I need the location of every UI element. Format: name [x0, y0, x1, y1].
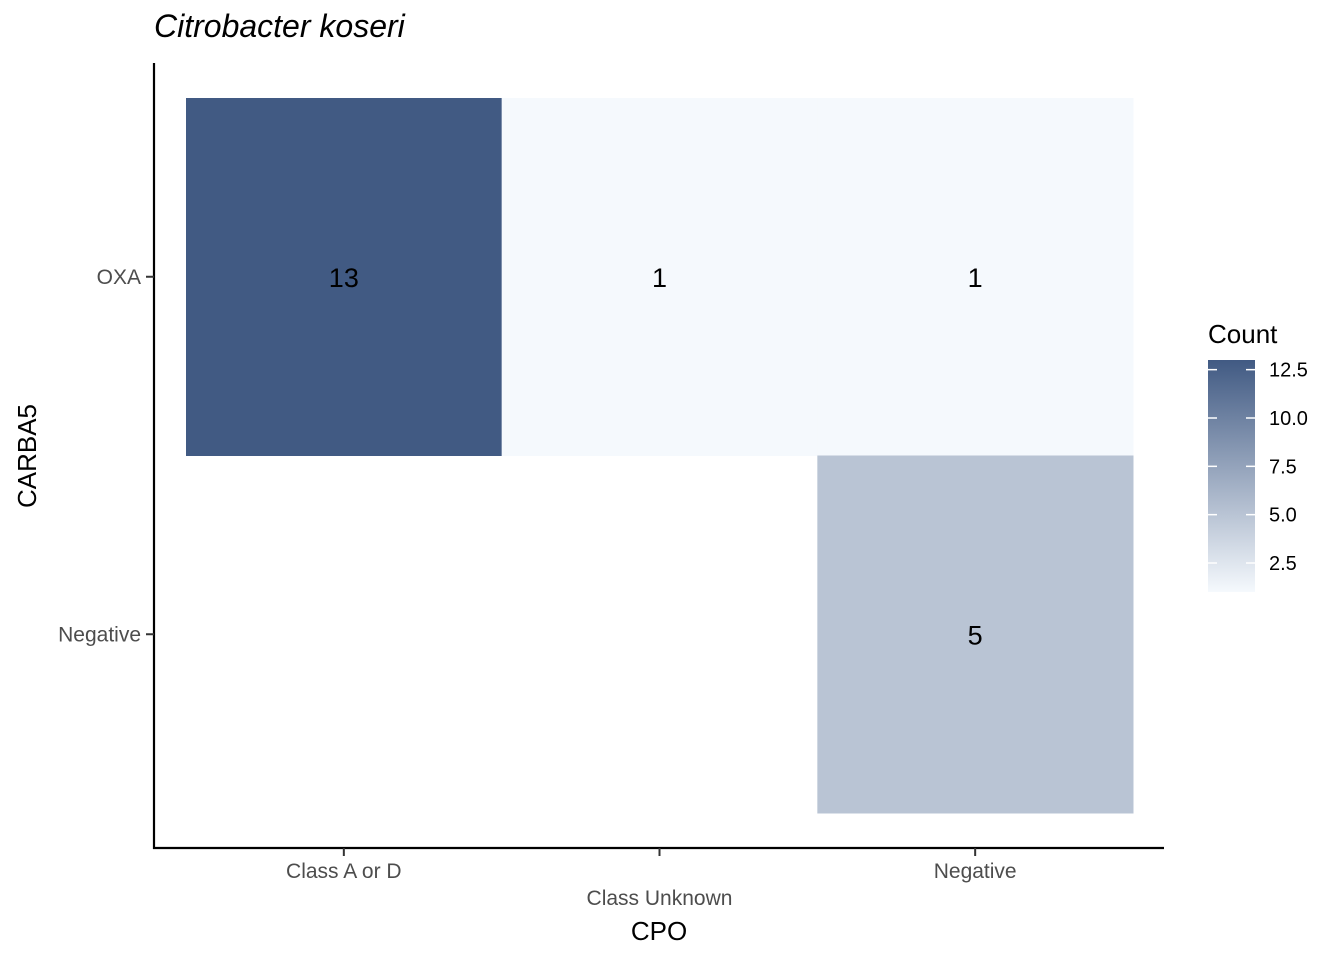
- heatmap-cell: [501, 98, 818, 456]
- legend-tick-label: 2.5: [1269, 553, 1297, 575]
- y-tick-label: Negative: [58, 623, 141, 646]
- legend-tick-label: 7.5: [1269, 456, 1297, 478]
- heatmap-cell: [817, 98, 1134, 456]
- chart-title: Citrobacter koseri: [154, 8, 405, 44]
- x-axis-ticks: Class A or D Class Unknown Negative: [286, 848, 1017, 910]
- legend: Count 2.5 5.0 7.5 10.0 12.5: [1208, 319, 1308, 592]
- y-axis-ticks: OXA Negative: [58, 266, 154, 646]
- legend-tick-label: 12.5: [1269, 360, 1308, 382]
- legend-title: Count: [1208, 319, 1278, 349]
- y-tick-label: OXA: [97, 266, 141, 289]
- heatmap-cell-labels: 13 1 1 5: [329, 263, 983, 651]
- x-tick-label: Class Unknown: [587, 887, 733, 910]
- x-tick-label: Class A or D: [286, 860, 402, 883]
- legend-ticks: 2.5 5.0 7.5 10.0 12.5: [1208, 360, 1308, 575]
- heatmap-cell: [186, 98, 503, 456]
- heatmap-cell: [817, 455, 1134, 814]
- x-tick-label: Negative: [934, 860, 1017, 883]
- legend-tick-label: 5.0: [1269, 505, 1297, 527]
- cell-value-label: 1: [652, 263, 667, 293]
- y-axis-title: CARBA5: [12, 404, 42, 508]
- cell-value-label: 13: [329, 263, 359, 293]
- legend-tick-label: 10.0: [1269, 408, 1308, 430]
- legend-colorbar: [1208, 360, 1255, 592]
- x-axis-title: CPO: [631, 916, 687, 946]
- cell-value-label: 5: [968, 620, 983, 650]
- cell-value-label: 1: [968, 263, 983, 293]
- heatmap-cells: [186, 98, 1134, 814]
